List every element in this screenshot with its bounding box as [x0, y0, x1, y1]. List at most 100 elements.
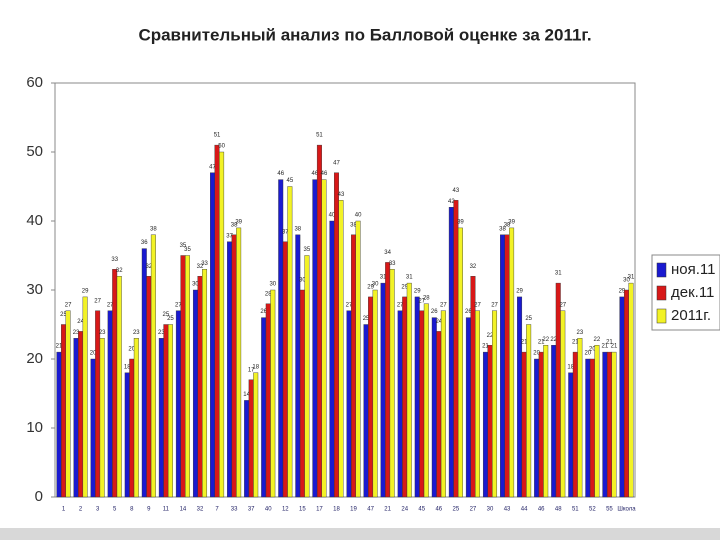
bar	[436, 331, 442, 498]
bar	[551, 345, 557, 498]
bar	[470, 276, 476, 498]
data-label: 38	[350, 222, 357, 228]
data-label: 27	[107, 302, 114, 308]
data-label: 27	[65, 302, 72, 308]
bar	[90, 358, 96, 498]
bar	[253, 372, 259, 498]
data-label: 34	[384, 250, 391, 256]
bar	[244, 400, 250, 498]
x-tick-label: 43	[504, 507, 511, 513]
data-label: 24	[77, 319, 84, 325]
data-label: 31	[406, 275, 413, 281]
x-tick-label: 46	[538, 507, 545, 513]
data-label: 33	[111, 257, 118, 263]
data-label: 26	[431, 309, 438, 315]
y-tick-label: 10	[26, 419, 43, 436]
data-label: 21	[572, 340, 579, 346]
data-label: 21	[538, 340, 545, 346]
x-tick-label: 11	[163, 507, 170, 513]
bar	[602, 351, 608, 498]
data-label: 20	[584, 351, 591, 357]
data-label: 42	[448, 199, 455, 205]
data-label: 23	[73, 330, 80, 336]
bar	[380, 282, 386, 498]
data-label: 30	[192, 282, 199, 288]
y-tick-label: 60	[26, 74, 43, 91]
bar	[594, 345, 600, 498]
bar	[406, 282, 412, 498]
bar	[585, 358, 591, 498]
bar	[397, 310, 403, 498]
data-label: 28	[265, 291, 272, 297]
data-label: 35	[304, 247, 311, 253]
data-label: 22	[594, 337, 601, 343]
y-tick-label: 0	[35, 488, 43, 505]
bar	[129, 358, 135, 498]
data-label: 25	[363, 316, 370, 322]
bar	[560, 310, 566, 498]
data-label: 21	[482, 344, 489, 350]
data-label: 32	[145, 264, 152, 270]
bar	[219, 151, 225, 498]
data-label: 28	[423, 295, 430, 301]
data-label: 21	[56, 344, 63, 350]
data-label: 30	[269, 282, 276, 288]
bar	[414, 296, 420, 498]
data-label: 40	[329, 213, 336, 219]
bar	[509, 227, 515, 498]
data-label: 27	[175, 302, 182, 308]
data-label: 43	[338, 192, 345, 198]
bar	[295, 234, 301, 498]
bar	[448, 206, 454, 498]
bar	[619, 296, 625, 498]
x-tick-label: 40	[265, 507, 272, 513]
bar	[538, 351, 544, 498]
data-label: 31	[628, 275, 635, 281]
data-label: 29	[82, 288, 89, 294]
bar	[65, 310, 71, 498]
bar	[487, 345, 493, 498]
data-label: 33	[201, 261, 208, 267]
data-label: 21	[521, 340, 528, 346]
bar	[227, 241, 233, 498]
data-label: 35	[180, 243, 187, 249]
data-label: 31	[555, 271, 562, 277]
data-label: 32	[470, 264, 477, 270]
bar	[248, 379, 254, 498]
x-tick-label: 2	[79, 507, 83, 513]
x-tick-label: 51	[572, 507, 579, 513]
x-tick-label: 1	[62, 507, 66, 513]
data-label: 18	[567, 364, 574, 370]
bar	[628, 282, 634, 498]
data-label: 20	[128, 347, 135, 353]
bar	[453, 200, 459, 498]
bar	[440, 310, 446, 498]
bar	[606, 351, 612, 498]
y-tick-label: 40	[26, 212, 43, 229]
legend-label: 2011г.	[671, 307, 711, 324]
x-tick-label: 17	[316, 507, 323, 513]
bar	[202, 269, 208, 498]
bar	[543, 345, 549, 498]
data-label: 27	[94, 298, 101, 304]
x-tick-label: 8	[130, 507, 134, 513]
data-label: 32	[116, 268, 123, 274]
data-label: 35	[184, 247, 191, 253]
data-label: 27	[346, 302, 353, 308]
data-label: 50	[218, 144, 225, 150]
data-label: 38	[294, 226, 301, 232]
data-label: 22	[550, 337, 557, 343]
data-label: 38	[231, 222, 238, 228]
data-label: 29	[401, 284, 408, 290]
data-label: 27	[418, 298, 425, 304]
x-tick-label: 46	[435, 507, 442, 513]
y-tick-label: 50	[26, 143, 43, 160]
bar	[141, 248, 147, 498]
bar	[577, 338, 583, 498]
x-tick-label: 52	[589, 507, 596, 513]
bar	[333, 172, 339, 498]
data-label: 23	[576, 330, 583, 336]
bar	[431, 317, 437, 498]
data-label: 22	[487, 333, 494, 339]
